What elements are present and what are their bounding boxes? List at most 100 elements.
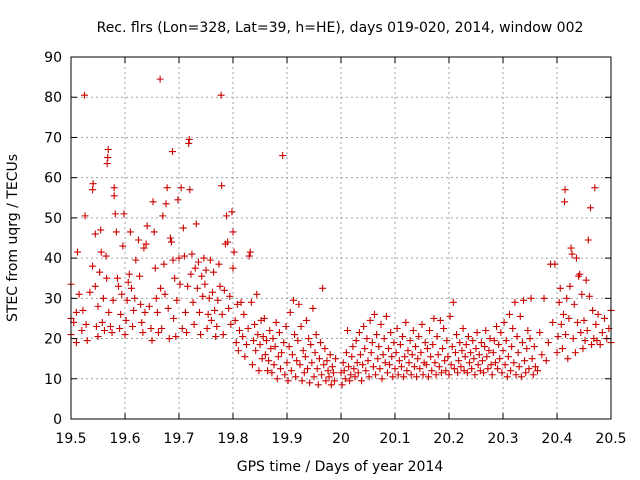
- data-point: [457, 363, 465, 371]
- data-point: [229, 264, 237, 272]
- data-point: [173, 296, 181, 304]
- data-point: [127, 284, 135, 292]
- data-point: [165, 335, 173, 343]
- data-point: [118, 290, 126, 298]
- data-point: [269, 335, 277, 343]
- data-point: [529, 371, 537, 379]
- data-point: [199, 292, 207, 300]
- data-point: [555, 298, 563, 306]
- data-point: [373, 331, 381, 339]
- data-point: [578, 290, 586, 298]
- data-point: [510, 359, 518, 367]
- data-point: [149, 198, 157, 206]
- x-tick-label: 19.6: [109, 431, 140, 447]
- data-point: [281, 371, 289, 379]
- data-point: [190, 320, 198, 328]
- data-point: [72, 308, 80, 316]
- data-point: [442, 367, 450, 375]
- data-point: [562, 331, 570, 339]
- data-point: [503, 373, 511, 381]
- data-point: [262, 337, 270, 345]
- data-point: [526, 335, 534, 343]
- data-point: [314, 381, 322, 389]
- data-point: [188, 250, 196, 258]
- data-point: [299, 347, 307, 355]
- data-point: [482, 327, 490, 335]
- data-point: [204, 310, 212, 318]
- data-point: [151, 264, 159, 272]
- data-point: [126, 228, 134, 236]
- data-point: [576, 270, 584, 278]
- data-point: [83, 337, 91, 345]
- data-point: [115, 282, 123, 290]
- data-point: [142, 240, 150, 248]
- data-point: [401, 353, 409, 361]
- data-point: [475, 351, 483, 359]
- data-point: [396, 341, 404, 349]
- data-point: [433, 333, 441, 341]
- data-point: [399, 333, 407, 341]
- data-point: [484, 365, 492, 373]
- data-point: [172, 333, 180, 341]
- data-point: [295, 300, 303, 308]
- data-point: [413, 373, 421, 381]
- data-point: [338, 381, 346, 389]
- data-point: [441, 357, 449, 365]
- data-point: [187, 270, 195, 278]
- data-point: [556, 284, 564, 292]
- data-point: [321, 345, 329, 353]
- data-point: [585, 292, 593, 300]
- data-point: [185, 135, 193, 143]
- data-point: [459, 325, 467, 332]
- data-point: [91, 230, 99, 238]
- data-point: [213, 322, 221, 330]
- data-point: [363, 335, 371, 343]
- data-point: [329, 369, 337, 377]
- data-point: [400, 373, 408, 381]
- data-point: [270, 361, 278, 369]
- data-point: [531, 363, 539, 371]
- data-point: [227, 320, 235, 328]
- data-point: [247, 298, 255, 306]
- data-point: [193, 284, 201, 292]
- data-point: [390, 339, 398, 347]
- data-point: [192, 220, 200, 228]
- data-point: [462, 341, 470, 349]
- data-point: [592, 320, 600, 328]
- data-point: [583, 327, 591, 335]
- data-point: [580, 316, 588, 324]
- data-point: [389, 373, 397, 381]
- data-point: [145, 302, 153, 310]
- data-point: [527, 294, 535, 302]
- data-point: [497, 329, 505, 337]
- data-point: [391, 365, 399, 373]
- data-point: [246, 248, 254, 256]
- data-point: [501, 361, 509, 369]
- data-point: [293, 357, 301, 365]
- data-point: [577, 329, 585, 337]
- data-point: [366, 316, 374, 324]
- y-axis-label: STEC from uqrg / TECUs: [5, 154, 21, 322]
- data-point: [474, 361, 482, 369]
- data-point: [89, 262, 97, 270]
- data-point: [208, 288, 216, 296]
- data-point: [273, 375, 281, 383]
- data-point: [362, 367, 370, 375]
- data-point: [117, 310, 125, 318]
- data-point: [377, 320, 385, 328]
- data-point: [140, 244, 148, 252]
- data-point: [181, 308, 189, 316]
- data-point: [500, 318, 508, 326]
- data-point: [237, 298, 245, 306]
- data-point: [443, 337, 451, 345]
- data-point: [131, 294, 139, 302]
- data-point: [558, 345, 566, 353]
- data-point: [164, 304, 172, 312]
- data-point: [393, 325, 401, 332]
- data-point: [513, 333, 521, 341]
- data-point: [311, 349, 319, 357]
- data-point: [593, 337, 601, 345]
- data-point: [515, 363, 523, 371]
- data-point: [415, 333, 423, 341]
- data-point: [542, 357, 550, 365]
